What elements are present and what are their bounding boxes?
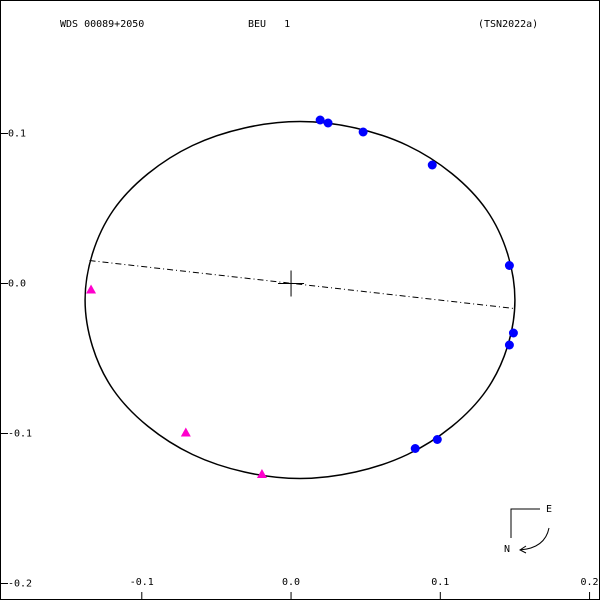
compass-arrow xyxy=(519,527,550,554)
observation-point xyxy=(504,261,514,270)
x-tick-label: 0.2 xyxy=(581,577,599,588)
observation-point xyxy=(323,118,333,128)
observation-triangle xyxy=(256,469,267,478)
y-tick-label: 0.1 xyxy=(8,129,26,140)
line-of-nodes xyxy=(89,260,515,310)
y-tick-label: 0.0 xyxy=(8,279,26,290)
x-tick-label: 0.0 xyxy=(282,577,300,588)
observation-point xyxy=(432,435,442,444)
header-id: WDS 00089+2050 xyxy=(60,19,144,30)
header-ref: (TSN2022a) xyxy=(478,19,538,30)
header-name: BEU 1 xyxy=(248,19,290,30)
compass: E N xyxy=(504,504,552,555)
observation-triangle xyxy=(180,427,191,437)
observation-point xyxy=(427,160,437,170)
orbit xyxy=(84,120,516,480)
observation-point xyxy=(315,115,325,125)
x-tick-label: 0.1 xyxy=(431,577,449,588)
compass-axes xyxy=(510,508,540,538)
y-tick-label: -0.1 xyxy=(8,429,32,440)
observation-point xyxy=(504,340,514,350)
x-tick-label: -0.1 xyxy=(130,577,154,588)
observation-point xyxy=(410,444,420,453)
y-tick-label: -0.2 xyxy=(8,579,32,590)
compass-n: N xyxy=(504,544,510,555)
observation-point xyxy=(508,328,518,338)
primary-star xyxy=(278,270,305,297)
compass-e: E xyxy=(546,504,552,515)
observation-point xyxy=(358,127,368,137)
observation-triangle xyxy=(86,284,97,294)
